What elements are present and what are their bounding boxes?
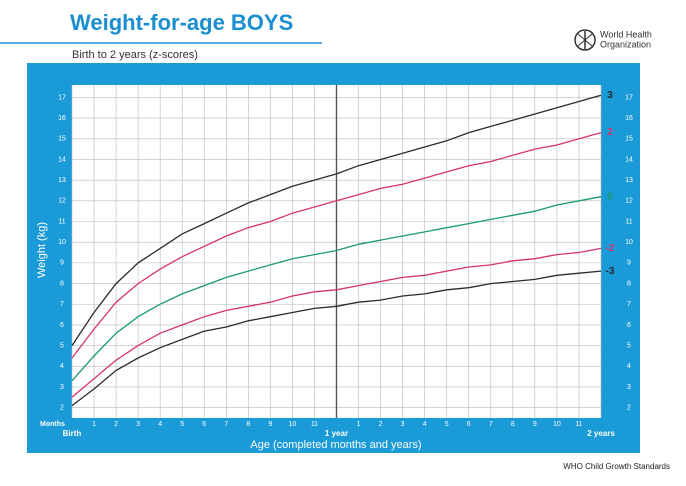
series-line <box>71 196 602 382</box>
subtitle: Birth to 2 years (z-scores) <box>72 49 198 61</box>
x-tick-label: 1 year <box>325 429 348 438</box>
y-tick-label: 11 <box>625 218 632 225</box>
y-tick-label: 12 <box>625 198 633 205</box>
y-tick-label: 4 <box>60 363 64 370</box>
x-tick-label: 11 <box>311 421 318 428</box>
x-tick-label: 7 <box>224 421 228 428</box>
y-tick-label: 13 <box>625 177 633 184</box>
x-tick-label: 2 <box>114 421 118 428</box>
series-label: 0 <box>607 191 613 202</box>
y-tick-label: 17 <box>58 94 66 101</box>
y-tick-label: 14 <box>625 156 633 163</box>
x-tick-label: 9 <box>533 421 537 428</box>
y-tick-label: 6 <box>627 322 631 329</box>
series-label: 3 <box>607 90 613 101</box>
x-tick-label: 5 <box>445 421 449 428</box>
x-tick-label: 4 <box>423 421 427 428</box>
y-tick-label: 17 <box>625 94 633 101</box>
org-name: Organization <box>600 39 651 49</box>
x-tick-label: 10 <box>289 421 297 428</box>
x-tick-label: 10 <box>553 421 561 428</box>
x-tick-label: 4 <box>158 421 162 428</box>
y-tick-label: 7 <box>627 301 631 308</box>
y-tick-label: 6 <box>60 322 64 329</box>
who-logo <box>574 29 596 51</box>
x-tick-label: 6 <box>467 421 471 428</box>
series-line <box>71 94 602 346</box>
x-tick-label: 5 <box>180 421 184 428</box>
x-tick-label: 2 years <box>587 429 615 438</box>
x-tick-label: 1 <box>92 421 96 428</box>
y-tick-label: 16 <box>58 115 66 122</box>
x-tick-label: 11 <box>575 421 582 428</box>
y-tick-label: 15 <box>58 136 66 143</box>
y-tick-label: 8 <box>627 280 631 287</box>
y-tick-label: 3 <box>627 384 631 391</box>
series-label: 2 <box>607 127 613 138</box>
y-tick-label: 10 <box>625 239 633 246</box>
y-tick-label: 8 <box>60 280 64 287</box>
x-tick-label: 1 <box>357 421 361 428</box>
y-tick-label: 7 <box>60 301 64 308</box>
x-tick-label: 3 <box>401 421 405 428</box>
chart-title: Weight-for-age BOYS <box>70 10 293 35</box>
y-tick-label: 10 <box>58 239 66 246</box>
series-label: -2 <box>606 243 615 254</box>
x-axis-label: Age (completed months and years) <box>250 439 421 451</box>
x-tick-label: 9 <box>268 421 272 428</box>
y-tick-label: 5 <box>60 342 64 349</box>
y-tick-label: 11 <box>58 218 65 225</box>
y-tick-label: 12 <box>58 198 66 205</box>
x-tick-label: 7 <box>489 421 493 428</box>
series-line <box>71 247 602 398</box>
x-tick-label: 2 <box>379 421 383 428</box>
series-label: -3 <box>606 266 615 277</box>
footer: WHO Child Growth Standards <box>563 462 670 471</box>
x-tick-label: 8 <box>246 421 250 428</box>
y-tick-label: 9 <box>60 260 64 267</box>
y-tick-label: 2 <box>627 405 631 412</box>
y-tick-label: 3 <box>60 384 64 391</box>
x-tick-label: Birth <box>63 429 82 438</box>
y-tick-label: 14 <box>58 156 66 163</box>
y-tick-label: 16 <box>625 115 633 122</box>
org-name: World Health <box>600 29 652 39</box>
y-tick-label: 9 <box>627 260 631 267</box>
y-tick-label: 2 <box>60 405 64 412</box>
x-unit-label: Months <box>40 421 65 428</box>
y-tick-label: 15 <box>625 136 633 143</box>
y-tick-label: 5 <box>627 342 631 349</box>
y-tick-label: 4 <box>627 363 631 370</box>
series-line <box>71 270 602 407</box>
y-tick-label: 13 <box>58 177 66 184</box>
y-axis-label: Weight (kg) <box>36 222 48 278</box>
x-tick-label: 8 <box>511 421 515 428</box>
series-line <box>71 131 602 359</box>
x-tick-label: 6 <box>202 421 206 428</box>
x-tick-label: 3 <box>136 421 140 428</box>
